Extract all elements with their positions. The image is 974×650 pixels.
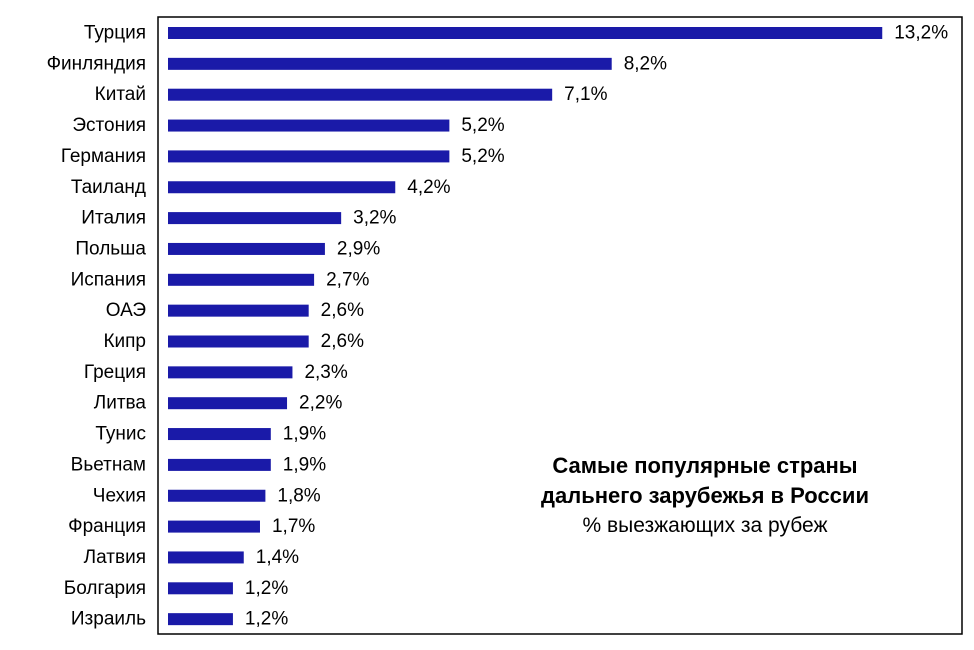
data-label: 1,9%	[283, 454, 326, 475]
category-label: Израиль	[71, 609, 146, 630]
data-label: 2,7%	[326, 269, 369, 290]
data-label: 4,2%	[407, 177, 450, 198]
category-label: Испания	[71, 269, 146, 290]
category-label: Тунис	[95, 424, 146, 445]
bar	[168, 273, 315, 286]
bar	[168, 428, 271, 441]
bar	[168, 520, 260, 533]
data-label: 8,2%	[624, 53, 667, 74]
bar	[168, 397, 288, 410]
data-label: 2,6%	[321, 331, 364, 352]
chart-title-line-2: дальнего зарубежья в России	[541, 483, 869, 508]
category-label: Греция	[84, 362, 146, 383]
category-label: Чехия	[93, 485, 146, 506]
data-label: 13,2%	[894, 23, 948, 44]
category-label: Польша	[75, 238, 146, 259]
data-label: 1,2%	[245, 578, 288, 599]
bar	[168, 242, 325, 255]
bar	[168, 150, 450, 163]
category-label: ОАЭ	[106, 300, 146, 321]
bar	[168, 582, 233, 595]
data-label: 2,2%	[299, 393, 342, 414]
data-label: 1,7%	[272, 516, 315, 537]
bar	[168, 119, 450, 132]
category-label: Вьетнам	[71, 454, 146, 475]
category-label: Литва	[94, 393, 147, 414]
chart-subtitle: % выезжающих за рубеж	[582, 514, 828, 537]
category-label: Италия	[81, 208, 146, 229]
chart-title-block: Самые популярные страны дальнего зарубеж…	[470, 451, 940, 541]
bar	[168, 88, 553, 101]
data-label: 3,2%	[353, 208, 396, 229]
data-label: 2,9%	[337, 238, 380, 259]
bar	[168, 551, 244, 564]
bar	[168, 57, 612, 70]
category-label: Германия	[61, 146, 146, 167]
chart-title-line-1: Самые популярные страны	[552, 453, 858, 478]
data-label: 5,2%	[461, 115, 504, 136]
data-label: 2,6%	[321, 300, 364, 321]
bar	[168, 366, 293, 379]
category-label: Финляндия	[47, 53, 146, 74]
category-label: Таиланд	[71, 177, 146, 198]
bar	[168, 304, 309, 317]
category-label: Турция	[84, 23, 146, 44]
plot-area-border	[157, 16, 963, 635]
bar	[168, 489, 266, 502]
bar	[168, 458, 271, 471]
data-label: 5,2%	[461, 146, 504, 167]
data-label: 1,2%	[245, 609, 288, 630]
bar	[168, 212, 342, 225]
data-label: 2,3%	[304, 362, 347, 383]
category-label: Франция	[68, 516, 146, 537]
data-label: 1,8%	[277, 485, 320, 506]
data-label: 1,9%	[283, 424, 326, 445]
category-label: Китай	[95, 84, 146, 105]
bar	[168, 613, 233, 626]
category-label: Эстония	[72, 115, 146, 136]
category-label: Болгария	[64, 578, 146, 599]
bar	[168, 335, 309, 348]
category-label: Латвия	[84, 547, 146, 568]
data-label: 7,1%	[564, 84, 607, 105]
bars-group: Турция 13,2% Финляндия 8,2% Китай 7,1% Эстония…	[47, 23, 949, 630]
data-label: 1,4%	[256, 547, 299, 568]
bar	[168, 181, 396, 194]
bar	[168, 27, 883, 39]
category-label: Кипр	[103, 331, 146, 352]
